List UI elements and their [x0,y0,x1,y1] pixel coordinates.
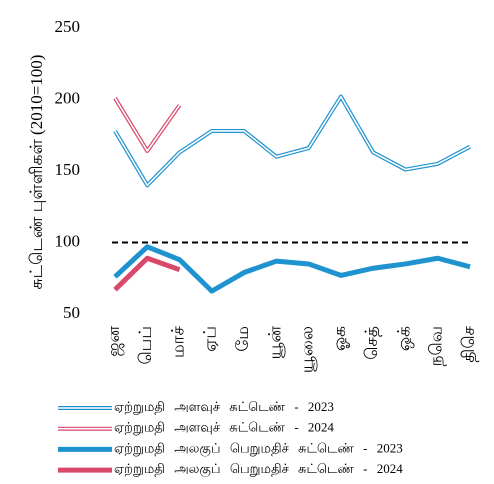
line [113,255,181,292]
x-tick-label: யூன் [265,325,284,359]
line [113,94,471,188]
line [113,244,471,294]
line [113,97,182,153]
x-tick-label: யூலை [298,326,317,373]
x-tick-label: ஓக [330,326,349,351]
line-inner [114,95,471,187]
x-tick-label: பெப் [136,326,155,365]
x-tick-label: ஜன [104,325,125,356]
y-tick-label: 150 [55,160,81,179]
x-tick-label: நவெ [427,326,446,366]
y-tick-label: 100 [55,231,81,250]
y-tick-label: 200 [55,88,81,107]
x-tick-label: ஏப் [201,326,220,352]
x-tick-label: ஒக் [394,326,413,351]
legend-label: ஏற்றுமதி அளவுச் சுட்டெண் - 2023 [114,399,334,415]
x-tick-label: திசெ [459,325,478,362]
y-tick-label: 50 [63,303,80,322]
legend-label: ஏற்றுமதி அலகுப் பெறுமதிச் சுட்டெண் - 202… [114,461,403,477]
x-tick-label: மாச் [168,325,187,358]
y-axis-label: சுட்டெண் புள்ளிகள் (2010=100) [27,55,46,290]
y-tick-label: 250 [55,17,81,36]
line-inner [114,97,181,152]
legend-label: ஏற்றுமதி அளவுச் சுட்டெண் - 2024 [114,420,334,436]
x-tick-label: மே [233,326,252,352]
legend-label: ஏற்றுமதி அலகுப் பெறுமதிச் சுட்டெண் - 202… [114,440,403,456]
x-tick-label: செத் [362,326,381,360]
